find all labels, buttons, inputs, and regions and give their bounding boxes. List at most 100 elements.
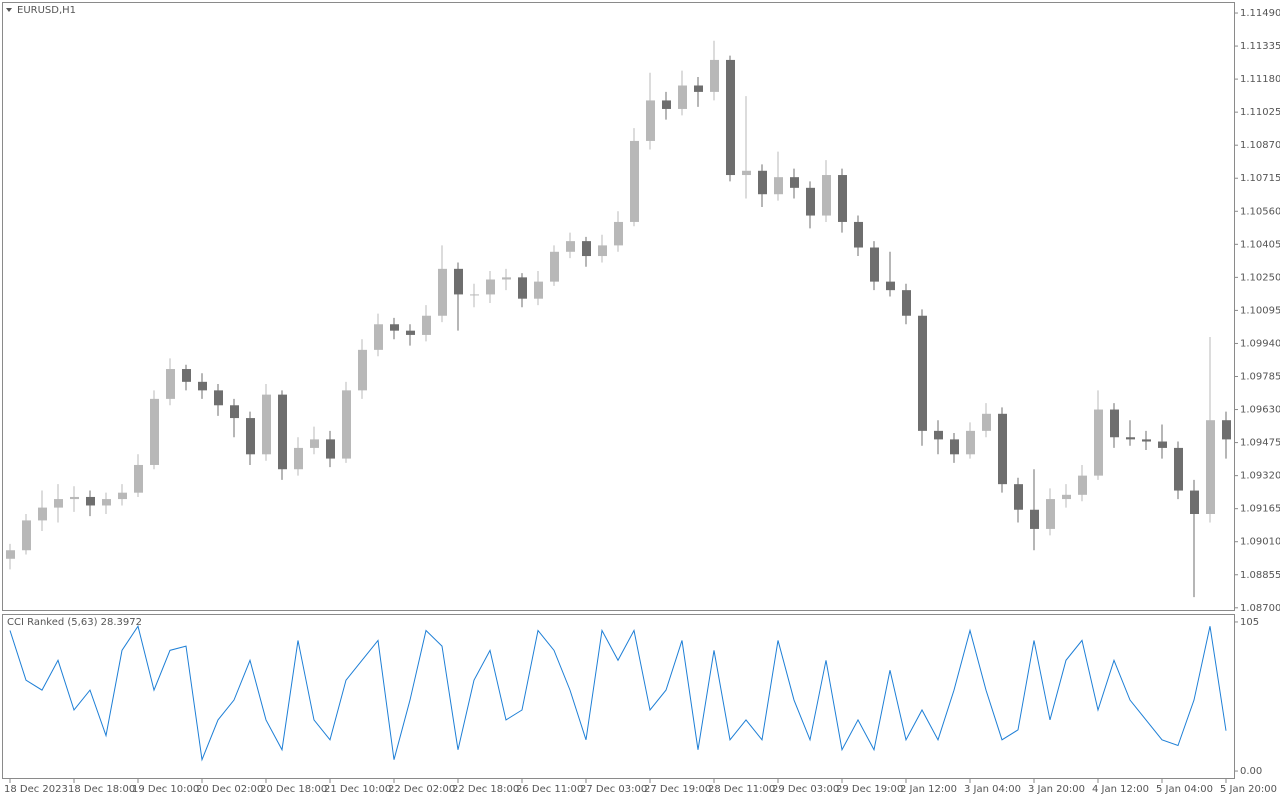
candle-body xyxy=(982,413,991,431)
candle-body xyxy=(966,430,975,455)
candle-body xyxy=(70,496,79,500)
x-tick-label: 18 Dec 18:00 xyxy=(68,784,135,795)
y-tick-label: 1.09010 xyxy=(1240,537,1280,548)
x-tick-label: 4 Jan 12:00 xyxy=(1092,784,1149,795)
candle-body xyxy=(406,330,415,335)
candle-body xyxy=(358,349,367,391)
x-tick-label: 20 Dec 18:00 xyxy=(260,784,327,795)
y-tick-label: 1.09165 xyxy=(1240,504,1280,515)
y-tick-label: 1.10870 xyxy=(1240,140,1280,151)
candle-body xyxy=(806,187,815,216)
x-tick-label: 5 Jan 20:00 xyxy=(1220,784,1277,795)
candle-body xyxy=(758,170,767,195)
candle-body xyxy=(598,245,607,257)
candle-body xyxy=(22,520,31,551)
candle-body xyxy=(1014,484,1023,510)
candle-body xyxy=(950,439,959,455)
candle-body xyxy=(774,177,783,195)
candle-body xyxy=(694,85,703,92)
y-tick-label: 105 xyxy=(1240,617,1259,628)
candle-body xyxy=(1030,509,1039,529)
candle-body xyxy=(454,268,463,295)
candle-body xyxy=(662,100,671,109)
candle-body xyxy=(326,439,335,459)
y-tick-label: 1.10715 xyxy=(1240,173,1280,184)
candle-body xyxy=(54,499,63,508)
x-tick-label: 28 Dec 11:00 xyxy=(708,784,775,795)
candle-body xyxy=(646,100,655,141)
candle-body xyxy=(726,59,735,176)
x-tick-label: 27 Dec 19:00 xyxy=(644,784,711,795)
x-tick-label: 27 Dec 03:00 xyxy=(580,784,647,795)
candle-body xyxy=(1174,447,1183,491)
x-tick-label: 29 Dec 19:00 xyxy=(836,784,903,795)
candle-body xyxy=(1126,437,1135,440)
collapse-icon[interactable] xyxy=(6,8,12,12)
candle-body xyxy=(262,394,271,455)
candle-body xyxy=(582,241,591,257)
y-tick-label: 1.09630 xyxy=(1240,405,1280,416)
candle-body xyxy=(1062,494,1071,500)
y-tick-label: 1.09785 xyxy=(1240,371,1280,382)
candle-body xyxy=(998,413,1007,485)
candle-body xyxy=(1078,475,1087,495)
candle-body xyxy=(566,241,575,252)
candle-body xyxy=(6,550,15,559)
y-tick-label: 1.09320 xyxy=(1240,471,1280,482)
candle-body xyxy=(150,398,159,465)
candle-body xyxy=(918,315,927,431)
x-tick-label: 18 Dec 2023 xyxy=(4,784,68,795)
candle-body xyxy=(118,492,127,500)
y-tick-label: 1.08855 xyxy=(1240,570,1280,581)
y-tick-label: 0.00 xyxy=(1240,766,1262,777)
candle-body xyxy=(342,390,351,459)
candle-body xyxy=(294,447,303,470)
candle-body xyxy=(230,405,239,419)
candle-body xyxy=(86,496,95,506)
y-tick-label: 1.10250 xyxy=(1240,272,1280,283)
x-tick-label: 19 Dec 10:00 xyxy=(132,784,199,795)
y-tick-label: 1.09940 xyxy=(1240,338,1280,349)
candle-body xyxy=(710,59,719,92)
candle-body xyxy=(38,507,47,521)
candle-body xyxy=(214,390,223,406)
indicator-pane xyxy=(2,614,1235,779)
candle-body xyxy=(1158,441,1167,448)
x-tick-label: 2 Jan 12:00 xyxy=(900,784,957,795)
candle-body xyxy=(614,221,623,246)
candle-body xyxy=(198,381,207,391)
y-tick-label: 1.11335 xyxy=(1240,41,1280,52)
candle-body xyxy=(902,290,911,316)
indicator-line xyxy=(9,624,1227,762)
candle-body xyxy=(1142,439,1151,442)
y-tick-label: 1.11180 xyxy=(1240,74,1280,85)
candle-body xyxy=(1190,490,1199,515)
candle-body xyxy=(886,281,895,291)
candle-body xyxy=(182,369,191,382)
candle-body xyxy=(550,251,559,282)
candle-body xyxy=(166,369,175,399)
x-tick-label: 26 Dec 11:00 xyxy=(516,784,583,795)
candle-body xyxy=(470,294,479,296)
candle-body xyxy=(790,177,799,188)
x-tick-label: 20 Dec 02:00 xyxy=(196,784,263,795)
y-tick-label: 1.10095 xyxy=(1240,305,1280,316)
candle-body xyxy=(310,439,319,448)
x-tick-label: 22 Dec 02:00 xyxy=(388,784,455,795)
x-tick-label: 5 Jan 04:00 xyxy=(1156,784,1213,795)
candle-body xyxy=(534,281,543,299)
x-tick-label: 21 Dec 10:00 xyxy=(324,784,391,795)
candle-body xyxy=(1222,420,1231,440)
candle-body xyxy=(102,499,111,506)
candle-body xyxy=(518,277,527,299)
candle-body xyxy=(630,140,639,222)
candle-body xyxy=(486,279,495,295)
y-tick-label: 1.11025 xyxy=(1240,107,1280,118)
candle-body xyxy=(246,418,255,455)
candle-body xyxy=(822,175,831,216)
x-tick-label: 22 Dec 18:00 xyxy=(452,784,519,795)
price-pane xyxy=(2,2,1235,611)
candle-body xyxy=(374,324,383,350)
candle-body xyxy=(678,85,687,109)
